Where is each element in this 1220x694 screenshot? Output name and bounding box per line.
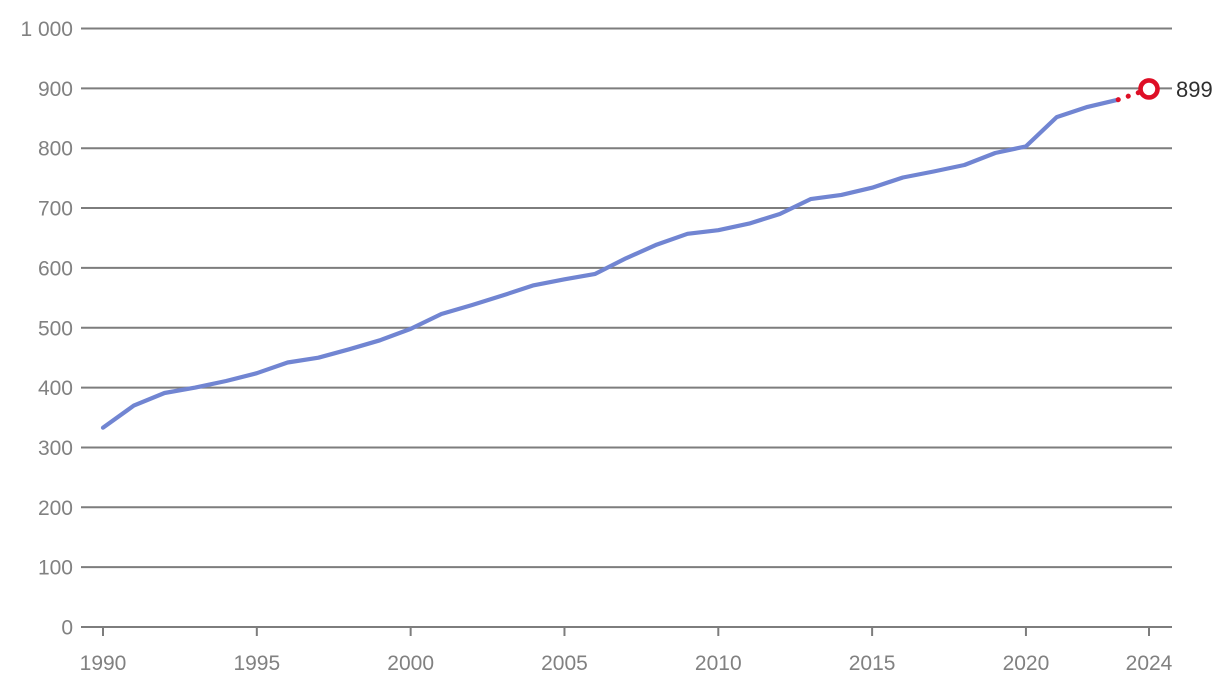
y-axis-label: 1 000 [20, 18, 73, 41]
y-axis-label: 100 [38, 557, 73, 580]
y-axis-label: 500 [38, 317, 73, 340]
y-axis-label: 0 [61, 617, 73, 640]
x-axis-label: 2024 [1126, 652, 1173, 675]
x-axis-label: 2010 [695, 652, 742, 675]
y-axis-label: 600 [38, 257, 73, 280]
y-axis-label: 800 [38, 138, 73, 161]
end-marker-circle [1138, 78, 1160, 100]
x-axis-label: 2020 [1003, 652, 1050, 675]
series-line-historical [100, 97, 1121, 430]
x-axis-label: 1995 [233, 652, 280, 675]
x-axis-label: 2000 [387, 652, 434, 675]
x-axis-label: 1990 [80, 652, 127, 675]
y-axis-label: 900 [38, 78, 73, 101]
x-axis-label: 2005 [541, 652, 588, 675]
y-axis-label: 700 [38, 198, 73, 221]
y-axis-label: 200 [38, 497, 73, 520]
end-value-label: 899 [1176, 77, 1213, 102]
x-axis-label: 2015 [849, 652, 896, 675]
y-axis-label: 300 [38, 437, 73, 460]
y-axis-label: 400 [38, 377, 73, 400]
